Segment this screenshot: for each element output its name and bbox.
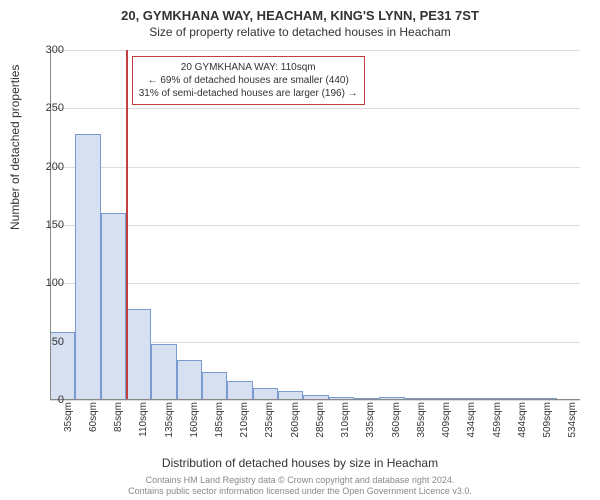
x-tick-label: 260sqm	[290, 402, 301, 438]
bar	[227, 381, 252, 400]
y-tick-label: 100	[24, 277, 64, 289]
x-tick: 360sqm	[378, 402, 403, 442]
x-tick-label: 160sqm	[189, 402, 200, 438]
x-tick: 110sqm	[126, 402, 151, 442]
x-tick-label: 185sqm	[214, 402, 225, 438]
x-tick-label: 35sqm	[63, 402, 74, 432]
x-tick-label: 534sqm	[567, 402, 578, 438]
y-tick-label: 250	[24, 102, 64, 114]
x-tick-label: 210sqm	[239, 402, 250, 438]
x-tick: 509sqm	[529, 402, 554, 442]
x-tick-labels: 35sqm 60sqm 85sqm 110sqm 135sqm 160sqm 185sqm 2…	[50, 402, 580, 442]
x-tick: 310sqm	[328, 402, 353, 442]
x-tick-label: 85sqm	[113, 402, 124, 432]
y-tick-label: 300	[24, 44, 64, 56]
chart-subtitle: Size of property relative to detached ho…	[0, 23, 600, 39]
x-tick: 235sqm	[252, 402, 277, 442]
bar	[75, 134, 100, 400]
x-tick: 35sqm	[50, 402, 75, 442]
x-tick-label: 335sqm	[365, 402, 376, 438]
x-tick: 85sqm	[100, 402, 125, 442]
x-tick: 210sqm	[227, 402, 252, 442]
annotation-line-3: 31% of semi-detached houses are larger (…	[139, 87, 358, 100]
x-axis-line	[50, 399, 580, 400]
y-axis-label: Number of detached properties	[8, 65, 22, 230]
annotation-line-2: ← 69% of detached houses are smaller (44…	[139, 74, 358, 87]
x-tick-label: 385sqm	[416, 402, 427, 438]
x-tick: 160sqm	[176, 402, 201, 442]
x-tick: 459sqm	[479, 402, 504, 442]
footer-line-1: Contains HM Land Registry data © Crown c…	[0, 475, 600, 487]
x-tick: 385sqm	[403, 402, 428, 442]
x-tick-label: 110sqm	[138, 402, 149, 437]
y-tick-label: 150	[24, 219, 64, 231]
bar	[177, 360, 202, 400]
y-tick-label: 200	[24, 161, 64, 173]
x-tick-label: 509sqm	[542, 402, 553, 438]
annotation-box: 20 GYMKHANA WAY: 110sqm ← 69% of detache…	[132, 56, 365, 105]
x-tick-label: 60sqm	[88, 402, 99, 432]
x-tick: 335sqm	[353, 402, 378, 442]
x-tick: 484sqm	[504, 402, 529, 442]
x-tick: 434sqm	[454, 402, 479, 442]
marker-line	[126, 50, 128, 400]
annotation-line-1: 20 GYMKHANA WAY: 110sqm	[139, 61, 358, 74]
x-tick-label: 235sqm	[264, 402, 275, 438]
x-tick-label: 285sqm	[315, 402, 326, 438]
bar	[126, 309, 151, 400]
footer-attribution: Contains HM Land Registry data © Crown c…	[0, 475, 600, 498]
y-tick-label: 50	[24, 336, 64, 348]
chart-title: 20, GYMKHANA WAY, HEACHAM, KING'S LYNN, …	[0, 0, 600, 23]
chart-container: 20, GYMKHANA WAY, HEACHAM, KING'S LYNN, …	[0, 0, 600, 500]
x-tick: 260sqm	[277, 402, 302, 442]
bar	[101, 213, 126, 400]
x-tick-label: 135sqm	[164, 402, 175, 438]
footer-line-2: Contains public sector information licen…	[0, 486, 600, 498]
x-tick: 185sqm	[201, 402, 226, 442]
x-tick-label: 310sqm	[340, 402, 351, 438]
grid-line	[50, 400, 580, 401]
x-tick: 409sqm	[429, 402, 454, 442]
bar	[151, 344, 176, 400]
x-tick-label: 484sqm	[517, 402, 528, 438]
plot-area: 20 GYMKHANA WAY: 110sqm ← 69% of detache…	[50, 50, 580, 400]
x-tick-label: 434sqm	[466, 402, 477, 438]
x-tick: 534sqm	[555, 402, 580, 442]
x-tick: 285sqm	[302, 402, 327, 442]
x-tick-label: 459sqm	[492, 402, 503, 438]
x-tick-label: 360sqm	[391, 402, 402, 438]
x-tick-label: 409sqm	[441, 402, 452, 438]
bar	[202, 372, 227, 400]
x-axis-label: Distribution of detached houses by size …	[0, 456, 600, 470]
x-tick: 60sqm	[75, 402, 100, 442]
x-tick: 135sqm	[151, 402, 176, 442]
